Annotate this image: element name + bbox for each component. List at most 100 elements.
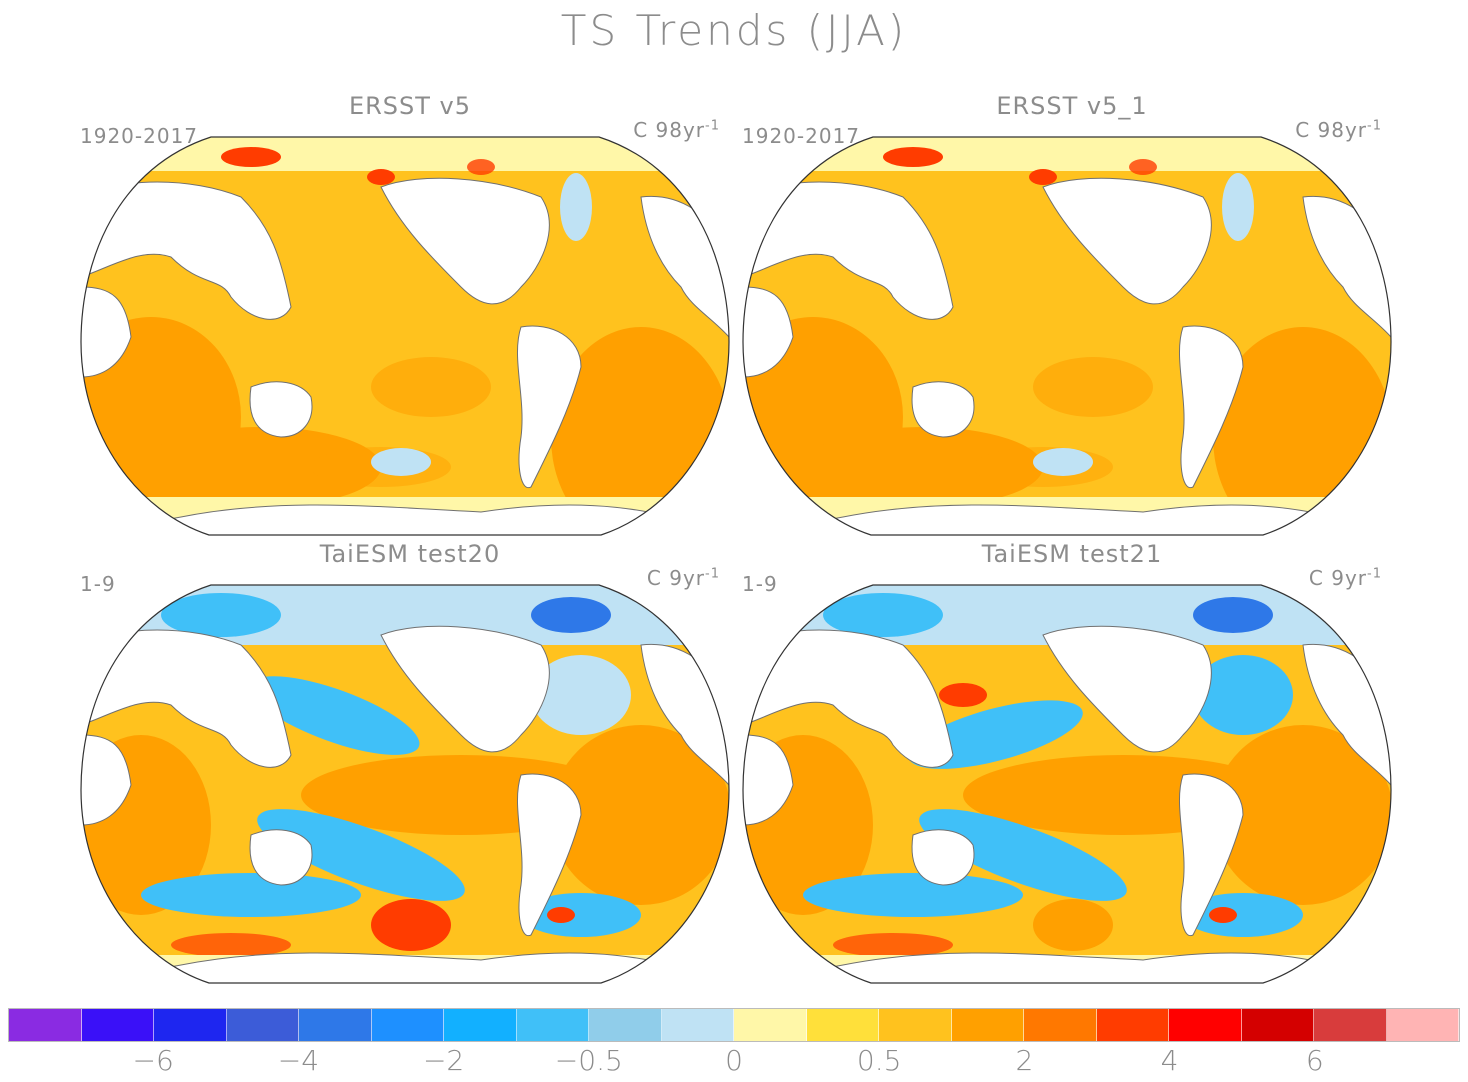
- land-mass: [911, 829, 975, 886]
- colorbar-swatch: [879, 1009, 952, 1041]
- colorbar-swatch: [9, 1009, 82, 1041]
- map-panel: ERSST v5_1 1920-2017 C 98yr-1: [742, 92, 1402, 540]
- land-mass: [380, 177, 550, 305]
- trend-region: [367, 169, 395, 185]
- panel-period: 1-9: [742, 572, 778, 596]
- colorbar-swatch: [444, 1009, 517, 1041]
- land-mass: [1042, 625, 1212, 753]
- map-border: [742, 136, 1392, 536]
- trend-region: [560, 173, 592, 241]
- trend-region: [371, 448, 431, 476]
- colorbar-tick-label: −4: [277, 1044, 320, 1077]
- colorbar-swatch: [371, 1009, 444, 1041]
- trend-region: [1033, 357, 1153, 417]
- land-mass: [1178, 325, 1244, 489]
- colorbar-tick-label: 4: [1160, 1044, 1179, 1077]
- colorbar-swatch: [589, 1009, 662, 1041]
- panel-units: C 9yr-1: [1308, 566, 1382, 590]
- land-mass: [1042, 177, 1212, 305]
- land-mass: [249, 829, 313, 886]
- figure-title: TS Trends (JJA): [560, 6, 908, 55]
- trend-region: [1193, 597, 1273, 633]
- trend-region: [823, 593, 943, 637]
- land-mass: [743, 181, 954, 320]
- map-panel: TaiESM test20 1-9 C 9yr-1: [80, 540, 740, 988]
- land-mass: [81, 629, 292, 768]
- colorbar-swatch: [1096, 1009, 1169, 1041]
- trend-region: [919, 809, 1127, 901]
- world-map: [742, 136, 1392, 536]
- land-mass: [249, 381, 313, 438]
- trend-region: [467, 159, 495, 175]
- colorbar: [8, 1008, 1460, 1042]
- colorbar-swatch: [516, 1009, 589, 1041]
- land-mass: [911, 381, 975, 438]
- colorbar-tick-label: 0: [725, 1044, 743, 1077]
- trend-region: [531, 597, 611, 633]
- trend-region: [1033, 899, 1113, 951]
- colorbar-swatch: [1024, 1009, 1097, 1041]
- colorbar-swatch: [299, 1009, 372, 1041]
- trend-region: [81, 137, 729, 171]
- colorbar-swatch: [1314, 1009, 1387, 1041]
- trend-region: [1209, 907, 1237, 923]
- trend-region: [743, 137, 1391, 171]
- trend-region: [161, 593, 281, 637]
- map-border: [80, 136, 730, 536]
- colorbar-swatch: [226, 1009, 299, 1041]
- panel-period: 1-9: [80, 572, 116, 596]
- panel-title: ERSST v5: [348, 92, 472, 120]
- colorbar-swatch: [806, 1009, 879, 1041]
- trend-region: [883, 147, 943, 167]
- trend-region: [803, 873, 1023, 917]
- world-map: [80, 136, 730, 536]
- trend-region: [531, 655, 631, 735]
- colorbar-swatch: [1169, 1009, 1242, 1041]
- panel-title: ERSST v5_1: [996, 92, 1148, 120]
- colorbar-swatch: [1241, 1009, 1314, 1041]
- panel-title: TaiESM test20: [319, 540, 501, 568]
- land-mass: [81, 181, 292, 320]
- trend-region: [371, 899, 451, 951]
- panel-units: C 98yr-1: [633, 118, 720, 142]
- trend-region: [521, 893, 641, 937]
- colorbar-tick-label: −6: [132, 1044, 174, 1077]
- trend-region: [1183, 893, 1303, 937]
- trend-region: [1193, 655, 1293, 735]
- colorbar-tick-label: −0.5: [554, 1044, 623, 1077]
- trend-region: [1222, 173, 1254, 241]
- colorbar-swatch: [661, 1009, 734, 1041]
- panel-period: 1920-2017: [80, 124, 199, 148]
- trend-region: [249, 676, 420, 755]
- land-mass: [743, 629, 954, 768]
- trend-region: [1029, 169, 1057, 185]
- colorbar-swatch: [1386, 1009, 1459, 1041]
- world-map: [80, 584, 730, 984]
- trend-region: [171, 933, 291, 957]
- trend-region: [833, 933, 953, 957]
- colorbar-swatch: [951, 1009, 1024, 1041]
- trend-region: [939, 683, 987, 707]
- colorbar-tick-label: −2: [422, 1044, 465, 1077]
- land-mass: [81, 734, 132, 826]
- panel-title: TaiESM test21: [981, 540, 1163, 568]
- land-mass: [81, 286, 132, 378]
- colorbar-tick-label: 0.5: [856, 1044, 902, 1077]
- colorbar-swatch: [154, 1009, 227, 1041]
- trend-region: [1129, 159, 1157, 175]
- trend-region: [257, 809, 465, 901]
- trend-region: [371, 357, 491, 417]
- trend-region: [221, 147, 281, 167]
- land-mass: [516, 773, 582, 937]
- colorbar-labels: −6 −4 −2 −0.5 0 0.5 2 4 6: [8, 1044, 1460, 1080]
- map-border: [80, 584, 730, 984]
- land-mass: [380, 625, 550, 753]
- panel-units: C 98yr-1: [1295, 118, 1382, 142]
- map-panel: TaiESM test21 1-9 C 9yr-1: [742, 540, 1402, 988]
- land-mass: [1178, 773, 1244, 937]
- trend-region: [141, 427, 381, 507]
- trend-region: [1213, 725, 1391, 905]
- trend-region: [141, 873, 361, 917]
- trend-region: [803, 427, 1043, 507]
- land-mass: [743, 734, 794, 826]
